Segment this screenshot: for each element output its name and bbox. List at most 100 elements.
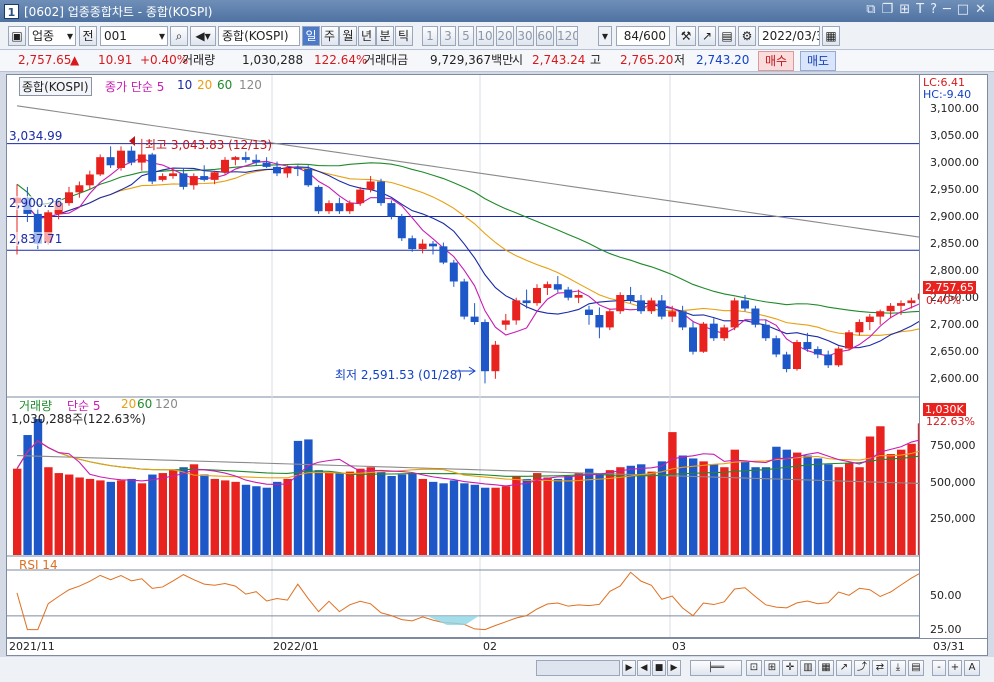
candle-body [813, 349, 822, 355]
window-title: [0602] 업종종합차트 - 종합(KOSPI) [24, 4, 213, 19]
copy-icon[interactable]: ❐ [881, 2, 894, 17]
count-field[interactable]: 84/600 [616, 26, 670, 46]
minute-option[interactable]: 3 [440, 26, 456, 46]
period-tab[interactable]: 일 [302, 26, 320, 46]
volume-bar [522, 478, 531, 555]
line-chart-icon[interactable]: ↗ [836, 660, 852, 676]
candle-body [761, 324, 770, 339]
zoom-in-icon[interactable]: ⊞ [764, 660, 780, 676]
minute-option[interactable]: 20 [496, 26, 514, 46]
calendar-icon[interactable]: ▦ [822, 26, 840, 46]
interval-dropdown[interactable]: ▾ [598, 26, 612, 46]
ma20-line [16, 167, 922, 336]
link-icon[interactable]: ⧉ [866, 2, 876, 17]
period-tab[interactable]: 틱 [394, 26, 413, 46]
price-change: 10.91 [98, 53, 133, 67]
minute-option[interactable]: 5 [458, 26, 474, 46]
font-size-icon[interactable]: A [964, 660, 980, 676]
period-tab[interactable]: 주 [320, 26, 339, 46]
settings-icon[interactable]: ⚙ [738, 26, 756, 46]
last-pct-tag: 0.40% [926, 294, 961, 307]
maximize-icon[interactable]: □ [956, 2, 970, 17]
candle-body [314, 186, 323, 212]
minute-option[interactable]: 60 [536, 26, 554, 46]
zoom-fit-icon[interactable]: ⊡ [746, 660, 762, 676]
minimize-icon[interactable]: ─ [942, 2, 951, 17]
sector-select[interactable]: 업종 ▾ [28, 26, 76, 46]
vol-ma60-legend[interactable]: 60 [137, 397, 153, 411]
draw-tool-icon[interactable]: ↗ [698, 26, 716, 46]
period-tab[interactable]: 월 [339, 26, 357, 46]
candle-body [647, 300, 656, 312]
search-icon[interactable]: ⌕ [170, 26, 188, 46]
candle-body [44, 212, 53, 243]
trend-icon[interactable]: ⤴ [854, 660, 870, 676]
scroll-right-icon[interactable]: ▶ [667, 660, 681, 676]
period-tab[interactable]: 년 [357, 26, 376, 46]
minute-option[interactable]: 10 [476, 26, 494, 46]
grid-icon[interactable]: ▦ [818, 660, 834, 676]
period-tab[interactable]: 분 [376, 26, 394, 46]
compare-icon[interactable]: ⇄ [872, 660, 888, 676]
candle-body [845, 332, 853, 349]
candle-body [803, 342, 812, 350]
code-input[interactable]: 001 ▾ [100, 26, 168, 46]
font-icon[interactable]: T [916, 2, 925, 17]
speaker-icon[interactable]: ◀▾ [190, 26, 216, 46]
font-decrease-icon[interactable]: - [932, 660, 946, 676]
date-field[interactable]: 2022/03/31 [758, 26, 820, 46]
scroll-back-icon[interactable]: ▶ [622, 660, 636, 676]
minute-option[interactable]: 30 [516, 26, 534, 46]
candle-body [709, 323, 718, 339]
candle-body [699, 323, 708, 352]
ma120-legend[interactable]: 120 [239, 78, 262, 92]
chart-area[interactable]: 종합(KOSPI) 종가 단순 5 10 20 60 120 3,034.99 … [6, 74, 927, 638]
ma10-legend[interactable]: 10 [177, 78, 193, 92]
level-label-1: 3,034.99 [9, 129, 63, 143]
font-increase-icon[interactable]: + [948, 660, 962, 676]
help-icon[interactable]: ? [930, 2, 937, 17]
ma20-legend[interactable]: 20 [197, 78, 213, 92]
candle-body [637, 300, 645, 312]
volume-bar [210, 478, 219, 555]
volume-bar [886, 454, 895, 555]
buy-button[interactable]: 매수 [758, 51, 794, 71]
table-icon[interactable]: ▤ [908, 660, 924, 676]
candle-body [907, 300, 916, 304]
vol-ma20-legend[interactable]: 20 [121, 397, 137, 411]
crosshair-icon[interactable]: ✛ [782, 660, 798, 676]
volume-bar [345, 471, 355, 555]
chart-canvas[interactable] [7, 75, 927, 637]
export-icon[interactable]: ⤓ [890, 660, 906, 676]
indicator-icon[interactable]: ⚒ [676, 26, 696, 46]
prev-button[interactable]: 전 [79, 26, 97, 46]
candle-body [65, 192, 73, 204]
candle-body [741, 300, 749, 309]
candle-body [179, 173, 188, 187]
scroll-left-icon[interactable]: ◀ [637, 660, 651, 676]
vol-ma120-legend[interactable]: 120 [155, 397, 178, 411]
zoom-slider[interactable]: ╞══ [690, 660, 742, 676]
chart-scrollbar[interactable] [536, 660, 620, 676]
price-legend-name[interactable]: 종합(KOSPI) [19, 77, 92, 96]
volume-legend-name[interactable]: 거래량 [19, 399, 53, 413]
sell-button[interactable]: 매도 [800, 51, 836, 71]
minute-option[interactable]: 120 [556, 26, 578, 46]
close-icon[interactable]: ✕ [975, 2, 986, 17]
toggle-panel-icon[interactable]: ▣ [8, 26, 26, 46]
save-icon[interactable]: ▤ [718, 26, 736, 46]
volume-pct-tag: 122.63% [926, 415, 975, 428]
volume-legend-ma[interactable]: 단순 5 [67, 399, 101, 413]
vol-ma5-line [16, 438, 922, 487]
price-legend-ma[interactable]: 종가 단순 5 [105, 80, 165, 94]
minute-option[interactable]: 1 [422, 26, 438, 46]
volume-bar [647, 471, 656, 555]
bar-view-icon[interactable]: ▥ [800, 660, 816, 676]
volume-bar [616, 467, 625, 555]
candle-body [501, 320, 510, 325]
stop-icon[interactable]: ■ [652, 660, 666, 676]
candle-body [481, 322, 489, 372]
ma60-legend[interactable]: 60 [217, 78, 233, 92]
dock-icon[interactable]: ⊞ [899, 2, 911, 17]
rsi-legend[interactable]: RSI 14 [19, 558, 58, 572]
